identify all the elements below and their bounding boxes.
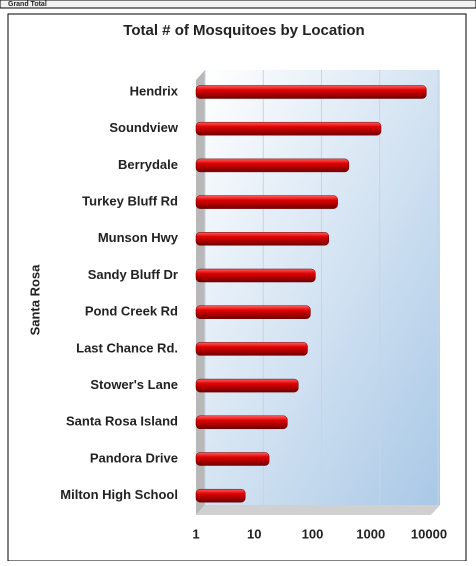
bar [195, 378, 299, 393]
bar [195, 232, 329, 246]
bar [195, 488, 246, 503]
bar [195, 85, 427, 99]
y-tick-label: Milton High School [60, 487, 178, 502]
y-tick-label: Pond Creek Rd [85, 304, 178, 319]
x-tick-label: 1 [192, 526, 199, 541]
x-tick-label: 1000 [356, 526, 385, 541]
bar [195, 452, 270, 466]
x-tick-label: 10 [247, 526, 261, 541]
bar [195, 342, 308, 356]
side-wall [196, 70, 205, 515]
table-label: Grand Total [8, 1, 47, 8]
bar [195, 415, 288, 430]
y-tick-label: Santa Rosa Island [66, 414, 178, 429]
bar [195, 305, 311, 319]
bar [195, 268, 316, 283]
y-tick-label: Last Chance Rd. [76, 340, 178, 355]
floor [196, 505, 440, 515]
y-axis-label: Santa Rosa [27, 264, 42, 336]
y-tick-label: Pandora Drive [90, 450, 178, 465]
bar [195, 158, 350, 173]
y-tick-label: Berrydale [118, 157, 178, 172]
bar [195, 121, 382, 136]
y-tick-label: Stower's Lane [90, 377, 178, 392]
x-tick-label: 10000 [411, 526, 447, 541]
y-tick-label: Hendrix [130, 83, 179, 98]
y-tick-label: Munson Hwy [98, 230, 179, 245]
x-tick-label: 100 [302, 526, 324, 541]
y-tick-label: Turkey Bluff Rd [82, 194, 178, 209]
table-strip [0, 0, 476, 9]
chart-title: Total # of Mosquitoes by Location [123, 22, 364, 39]
y-tick-label: Sandy Bluff Dr [88, 267, 178, 282]
bar [195, 195, 338, 209]
y-tick-label: Soundview [109, 120, 179, 135]
